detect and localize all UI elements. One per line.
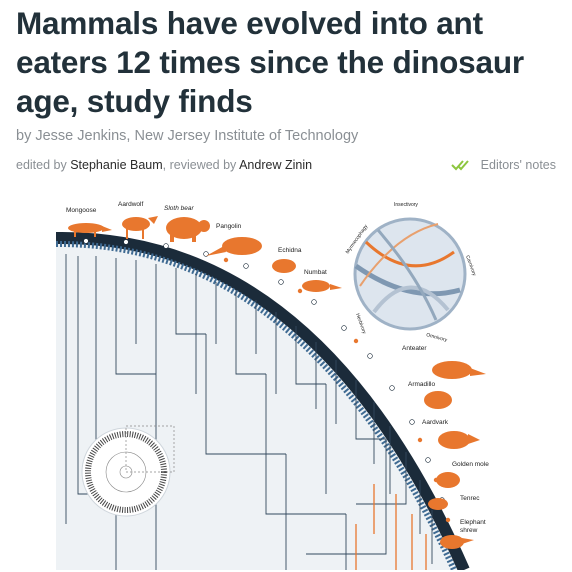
byline-author[interactable]: Jesse Jenkins, New Jersey Institute of T…	[35, 128, 359, 144]
animal-labels: Mongoose Aardwolf Sloth bear Pangolin Ec…	[66, 201, 489, 534]
editor-name: Stephanie Baum	[70, 158, 163, 172]
diet-label-insectivory: Insectivory	[394, 202, 418, 208]
label-anteater: Anteater	[402, 345, 427, 352]
diet-chord-diagram	[346, 210, 474, 338]
label-sloth-bear: Sloth bear	[164, 205, 194, 212]
tenrec-icon	[428, 498, 448, 510]
aardwolf-icon	[122, 216, 158, 239]
numbat-icon	[302, 280, 342, 292]
article-headline: Mammals have evolved into ant eaters 12 …	[16, 5, 524, 119]
label-armadillo: Armadillo	[408, 381, 435, 388]
elephant-shrew-icon	[440, 535, 474, 549]
label-golden-mole: Golden mole	[452, 461, 489, 468]
echidna-icon	[272, 259, 296, 273]
edited-by-label: edited by	[16, 158, 71, 172]
editorial-info: edited by Stephanie Baum, reviewed by An…	[16, 158, 556, 176]
byline: by Jesse Jenkins, New Jersey Institute o…	[16, 128, 358, 144]
label-pangolin: Pangolin	[216, 223, 242, 230]
label-mongoose: Mongoose	[66, 207, 97, 214]
phylogeny-figure: Mongoose Aardwolf Sloth bear Pangolin Ec…	[56, 194, 520, 570]
anteater-icon	[432, 361, 486, 379]
label-aardwolf: Aardwolf	[118, 201, 143, 208]
inset-full-tree	[81, 425, 175, 517]
diet-label-omnivory: Omnivory	[425, 332, 448, 343]
editors-notes-label: Editors' notes	[480, 158, 556, 172]
byline-prefix: by	[16, 128, 36, 144]
editors-notes-button[interactable]: Editors' notes	[450, 158, 556, 172]
label-shrew: shrew	[460, 527, 478, 534]
label-aardvark: Aardvark	[422, 419, 449, 426]
golden-mole-icon	[436, 472, 460, 488]
label-echidna: Echidna	[278, 247, 302, 254]
aardvark-icon	[438, 431, 480, 449]
reviewer-name: Andrew Zinin	[239, 158, 313, 172]
label-numbat: Numbat	[304, 269, 327, 276]
armadillo-icon	[424, 391, 452, 409]
pangolin-icon	[206, 237, 262, 256]
reviewed-by-label: , reviewed by	[162, 158, 240, 172]
animal-silhouettes	[56, 216, 486, 549]
double-check-icon	[450, 160, 469, 171]
sloth-bear-icon	[166, 217, 210, 242]
label-elephant: Elephant	[460, 519, 486, 526]
label-tenrec: Tenrec	[460, 495, 480, 502]
mammal-phylogeny-image: Mongoose Aardwolf Sloth bear Pangolin Ec…	[56, 201, 489, 570]
